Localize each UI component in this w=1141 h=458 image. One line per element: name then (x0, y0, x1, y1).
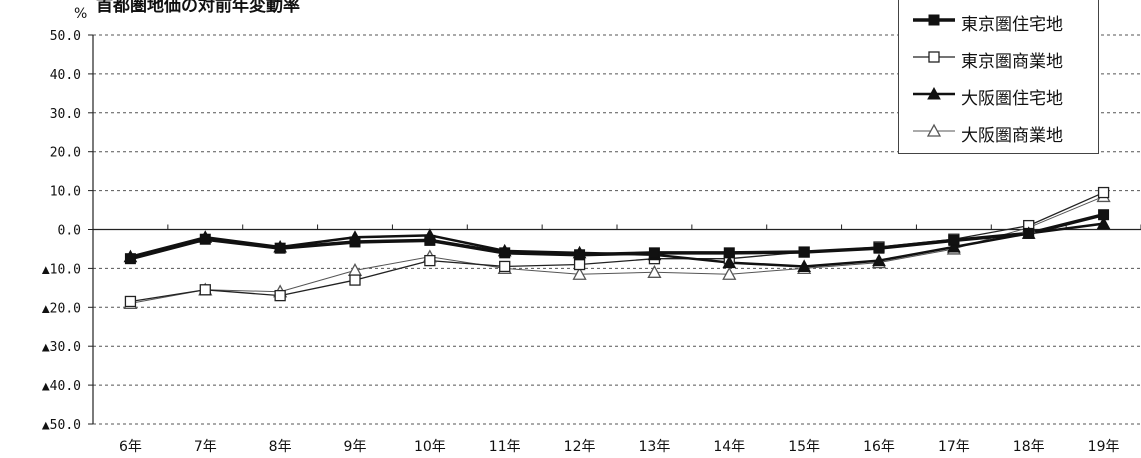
x-tick-label: 16年 (863, 439, 895, 455)
x-tick-label: 14年 (713, 439, 745, 455)
x-tick-label: 7年 (194, 439, 217, 455)
y-tick-label: ▲20.0 (42, 301, 81, 316)
legend-swatch (911, 121, 957, 141)
series-1-point (200, 234, 210, 244)
legend-swatch (911, 47, 957, 67)
legend-swatch (911, 10, 957, 30)
x-tick-label: 6年 (119, 439, 142, 455)
legend-marker (929, 52, 939, 62)
series-2-point (575, 260, 585, 270)
chart-legend: 東京圏住宅地 東京圏商業地 大阪圏住宅地 大阪圏商業地 (898, 0, 1099, 154)
legend-item: 東京圏住宅地 (899, 5, 1099, 37)
y-tick-label: 0.0 (58, 224, 81, 239)
series-1-point (949, 235, 959, 245)
series-1-point (500, 248, 510, 258)
x-tick-label: 18年 (1013, 439, 1045, 455)
legend-item: 東京圏商業地 (899, 42, 1099, 74)
legend-item: 大阪圏住宅地 (899, 79, 1099, 111)
y-tick-label: ▲40.0 (42, 379, 81, 394)
series-1-point (125, 254, 135, 264)
x-tick-label: 17年 (938, 439, 970, 455)
legend-item: 大阪圏商業地 (899, 116, 1099, 148)
x-tick-label: 19年 (1088, 439, 1120, 455)
series-1-point (575, 250, 585, 260)
y-tick-label: 40.0 (50, 68, 81, 83)
series-2-point (275, 291, 285, 301)
series-2-point (500, 261, 510, 271)
series-2-point (200, 285, 210, 295)
y-tick-label: 50.0 (50, 29, 81, 44)
legend-label: 東京圏商業地 (961, 47, 1063, 72)
series-1-point (649, 248, 659, 258)
series-2-point (425, 256, 435, 266)
series-2-point (125, 296, 135, 306)
series-1-point (1024, 228, 1034, 238)
legend-marker (929, 15, 939, 25)
series-1-point (874, 243, 884, 253)
series-1-point (799, 247, 809, 257)
series-1-point (425, 235, 435, 245)
legend-label: 東京圏住宅地 (961, 10, 1063, 35)
series-1-point (1099, 210, 1109, 220)
series-2-point (350, 275, 360, 285)
x-tick-label: 13年 (639, 439, 671, 455)
x-tick-label: 10年 (414, 439, 446, 455)
series-2-point (1099, 188, 1109, 198)
x-tick-label: 8年 (269, 439, 292, 455)
series-1-point (724, 248, 734, 258)
y-axis-unit: % (74, 6, 87, 22)
series-1-point (350, 237, 360, 247)
x-tick-label: 9年 (344, 439, 367, 455)
x-tick-label: 15年 (788, 439, 820, 455)
y-tick-label: 20.0 (50, 146, 81, 161)
legend-label: 大阪圏住宅地 (961, 84, 1063, 109)
y-tick-label: ▲30.0 (42, 340, 81, 355)
y-tick-label: 30.0 (50, 107, 81, 122)
y-tick-label: ▲50.0 (42, 418, 81, 433)
y-tick-label: 10.0 (50, 185, 81, 200)
y-tick-label: ▲10.0 (42, 262, 81, 277)
series-1-point (275, 243, 285, 253)
x-tick-label: 12年 (564, 439, 596, 455)
x-tick-label: 11年 (489, 439, 521, 455)
legend-label: 大阪圏商業地 (961, 121, 1063, 146)
legend-swatch (911, 84, 957, 104)
